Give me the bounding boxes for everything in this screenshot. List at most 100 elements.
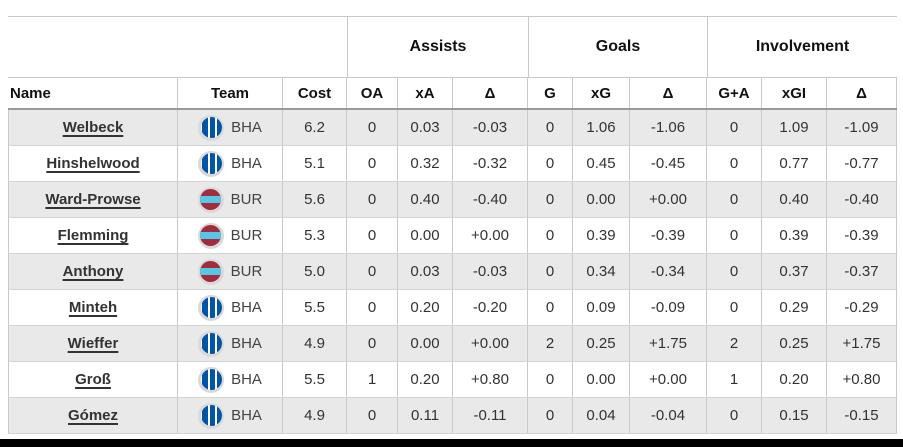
- player-name-link[interactable]: Gómez: [67, 407, 118, 424]
- team-cell: BUR: [178, 218, 283, 253]
- oa-cell: 0: [347, 398, 398, 433]
- column-header-xgi[interactable]: xGI: [762, 78, 827, 108]
- column-header-xa[interactable]: xA: [398, 78, 453, 108]
- player-name-link[interactable]: Anthony: [62, 263, 124, 280]
- team-cell: BHA: [178, 110, 283, 145]
- player-name-cell: Hinshelwood: [8, 146, 178, 181]
- oa-cell: 0: [347, 146, 398, 181]
- xgi-cell: 0.29: [762, 290, 827, 325]
- player-name-link[interactable]: Flemming: [57, 227, 129, 244]
- column-header-g[interactable]: G: [528, 78, 573, 108]
- team-cell: BHA: [178, 326, 283, 361]
- gpa-cell: 0: [707, 254, 762, 289]
- player-name-link[interactable]: Minteh: [68, 299, 118, 316]
- column-header-xg[interactable]: xG: [573, 78, 630, 108]
- team-cell: BHA: [178, 398, 283, 433]
- goals-delta-cell: +0.00: [630, 362, 707, 397]
- xa-cell: 0.11: [398, 398, 453, 433]
- goals-delta-cell: -0.09: [630, 290, 707, 325]
- oa-cell: 0: [347, 290, 398, 325]
- xgi-cell: 0.40: [762, 182, 827, 217]
- team-badge-icon: [198, 294, 225, 321]
- goals-cell: 0: [528, 254, 573, 289]
- team-label: BUR: [230, 191, 263, 208]
- gpa-cell: 0: [707, 218, 762, 253]
- team-badge-icon: [198, 366, 225, 393]
- table-body: Welbeck BHA 6.2 0 0.03 -0.03 0 1.06 -1.0…: [8, 110, 897, 434]
- player-name-link[interactable]: Welbeck: [62, 119, 124, 136]
- gpa-cell: 1: [707, 362, 762, 397]
- xgi-cell: 0.37: [762, 254, 827, 289]
- xa-cell: 0.00: [398, 218, 453, 253]
- gpa-cell: 0: [707, 290, 762, 325]
- assists-delta-cell: -0.03: [453, 254, 528, 289]
- xg-cell: 0.34: [573, 254, 630, 289]
- column-header-goals-delta[interactable]: Δ: [630, 78, 707, 108]
- xa-cell: 0.20: [398, 290, 453, 325]
- column-header-team[interactable]: Team: [178, 78, 283, 108]
- group-header-spacer: [8, 17, 347, 77]
- team-cell: BHA: [178, 290, 283, 325]
- column-header-name[interactable]: Name: [8, 78, 178, 108]
- gpa-cell: 0: [707, 182, 762, 217]
- column-header-gpa[interactable]: G+A: [707, 78, 762, 108]
- xgi-cell: 0.15: [762, 398, 827, 433]
- group-header-row: Assists Goals Involvement: [8, 16, 897, 78]
- column-header-cost[interactable]: Cost: [283, 78, 347, 108]
- group-header-goals: Goals: [528, 17, 707, 77]
- team-cell: BHA: [178, 362, 283, 397]
- player-name-link[interactable]: Groß: [75, 371, 111, 388]
- team-badge-face: [200, 261, 222, 282]
- group-header-assists: Assists: [347, 17, 528, 77]
- assists-delta-cell: +0.00: [453, 218, 528, 253]
- team-label: BHA: [231, 119, 262, 136]
- table-row: Ward-Prowse BUR 5.6 0 0.40 -0.40 0 0.00 …: [8, 182, 897, 218]
- player-name-link[interactable]: Wieffer: [67, 335, 119, 352]
- goals-delta-cell: +1.75: [630, 326, 707, 361]
- player-name-cell: Wieffer: [8, 326, 178, 361]
- goals-cell: 0: [528, 362, 573, 397]
- xg-cell: 0.39: [573, 218, 630, 253]
- assists-delta-cell: +0.80: [453, 362, 528, 397]
- column-header-assists-delta[interactable]: Δ: [453, 78, 528, 108]
- team-label: BHA: [231, 335, 262, 352]
- assists-delta-cell: -0.11: [453, 398, 528, 433]
- column-header-row: Name Team Cost OA xA Δ G xG Δ G+A xGI Δ: [8, 78, 897, 110]
- oa-cell: 0: [347, 218, 398, 253]
- table-row: Anthony BUR 5.0 0 0.03 -0.03 0 0.34 -0.3…: [8, 254, 897, 290]
- xg-cell: 0.00: [573, 362, 630, 397]
- team-cell: BUR: [178, 182, 283, 217]
- team-badge-icon: [198, 402, 225, 429]
- player-name-cell: Welbeck: [8, 110, 178, 145]
- team-label: BHA: [231, 299, 262, 316]
- goals-cell: 0: [528, 398, 573, 433]
- xa-cell: 0.20: [398, 362, 453, 397]
- gpa-cell: 0: [707, 398, 762, 433]
- assists-delta-cell: -0.20: [453, 290, 528, 325]
- goals-cell: 0: [528, 218, 573, 253]
- gpa-cell: 0: [707, 110, 762, 145]
- column-header-involvement-delta[interactable]: Δ: [827, 78, 897, 108]
- xgi-cell: 1.09: [762, 110, 827, 145]
- player-name-cell: Gómez: [8, 398, 178, 433]
- xg-cell: 0.25: [573, 326, 630, 361]
- cost-cell: 6.2: [283, 110, 347, 145]
- table-row: Welbeck BHA 6.2 0 0.03 -0.03 0 1.06 -1.0…: [8, 110, 897, 146]
- player-name-link[interactable]: Ward-Prowse: [45, 191, 141, 208]
- xgi-cell: 0.77: [762, 146, 827, 181]
- column-header-oa[interactable]: OA: [347, 78, 398, 108]
- xa-cell: 0.03: [398, 110, 453, 145]
- group-header-involvement: Involvement: [707, 17, 897, 77]
- team-badge-icon: [197, 258, 224, 285]
- team-badge-icon: [197, 222, 224, 249]
- goals-delta-cell: -0.45: [630, 146, 707, 181]
- player-name-link[interactable]: Hinshelwood: [46, 155, 140, 172]
- cost-cell: 5.0: [283, 254, 347, 289]
- oa-cell: 1: [347, 362, 398, 397]
- player-name-cell: Groß: [8, 362, 178, 397]
- gpa-cell: 2: [707, 326, 762, 361]
- team-label: BUR: [230, 263, 263, 280]
- assists-delta-cell: +0.00: [453, 326, 528, 361]
- table-row: Minteh BHA 5.5 0 0.20 -0.20 0 0.09 -0.09…: [8, 290, 897, 326]
- xg-cell: 0.45: [573, 146, 630, 181]
